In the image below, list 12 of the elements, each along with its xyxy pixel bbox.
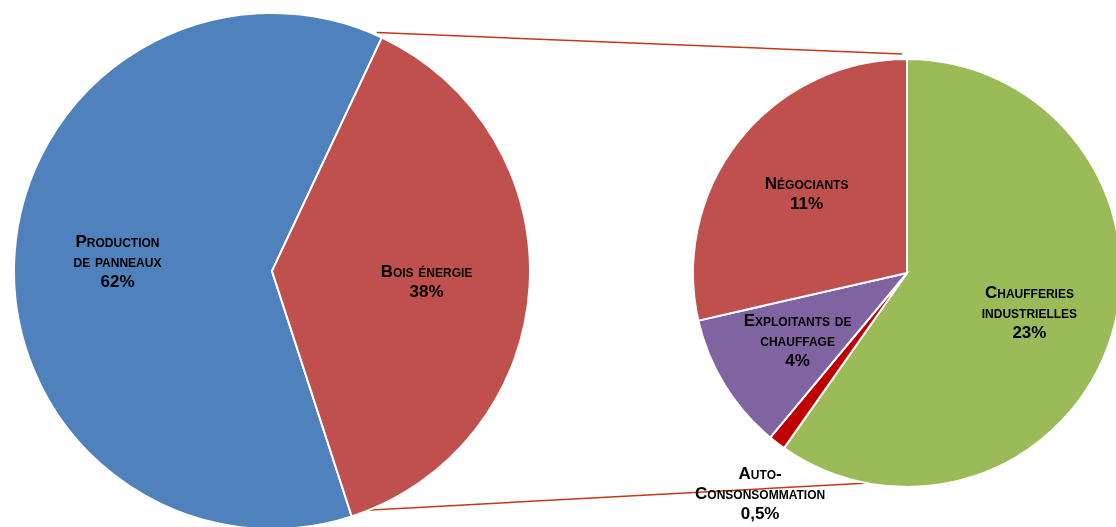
slice-label: Auto- Consonsommation <box>695 463 826 503</box>
slice-label: Exploitants de chauffage <box>743 310 852 350</box>
data-label: 0,5% <box>740 503 780 523</box>
data-label: 11% <box>790 193 824 213</box>
data-label: 38% <box>409 281 444 301</box>
slice-label: Chaufferies industrielles <box>981 282 1078 322</box>
data-label: 4% <box>785 350 810 370</box>
slice-label: Négociants <box>764 173 849 193</box>
slice-label: Production de panneaux <box>73 231 162 271</box>
data-label: 23% <box>1012 322 1047 342</box>
data-label: 62% <box>100 271 135 291</box>
slice-label: Bois énergie <box>380 261 473 281</box>
